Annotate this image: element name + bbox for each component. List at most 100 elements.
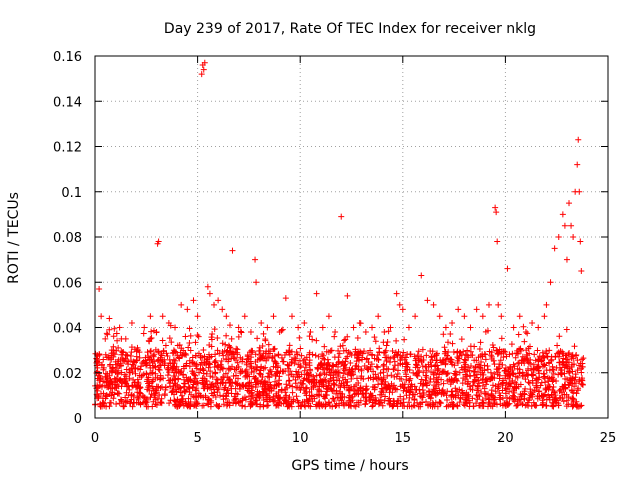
data-point bbox=[502, 385, 509, 392]
data-point bbox=[511, 363, 518, 370]
data-point bbox=[122, 394, 129, 401]
data-point bbox=[178, 345, 185, 352]
data-point bbox=[153, 329, 160, 336]
data-point bbox=[448, 393, 455, 400]
data-point bbox=[268, 371, 275, 378]
data-point bbox=[212, 369, 219, 376]
data-point bbox=[444, 388, 451, 395]
data-point bbox=[200, 66, 207, 73]
data-point bbox=[149, 403, 156, 410]
data-point bbox=[332, 329, 339, 336]
data-point bbox=[459, 390, 466, 397]
data-point bbox=[534, 356, 541, 363]
data-point bbox=[119, 349, 126, 356]
data-point bbox=[296, 373, 303, 380]
data-point bbox=[241, 313, 248, 320]
data-point bbox=[480, 400, 487, 407]
data-point bbox=[192, 339, 199, 346]
y-tick-label: 0.06 bbox=[53, 276, 82, 291]
data-point bbox=[367, 374, 374, 381]
data-point bbox=[458, 364, 465, 371]
data-point bbox=[150, 352, 157, 359]
data-point bbox=[279, 326, 286, 333]
data-point bbox=[346, 366, 353, 373]
data-point bbox=[315, 353, 322, 360]
data-point bbox=[475, 392, 482, 399]
data-point bbox=[368, 361, 375, 368]
data-point bbox=[295, 361, 302, 368]
data-point bbox=[560, 398, 567, 405]
data-point bbox=[427, 378, 434, 385]
data-point bbox=[323, 362, 330, 369]
data-point bbox=[523, 401, 530, 408]
data-point bbox=[487, 369, 494, 376]
data-point bbox=[333, 390, 340, 397]
data-point bbox=[293, 368, 300, 375]
data-point bbox=[569, 368, 576, 375]
data-point bbox=[401, 381, 408, 388]
data-point bbox=[222, 370, 229, 377]
data-point bbox=[379, 378, 386, 385]
data-point bbox=[385, 366, 392, 373]
data-point bbox=[256, 344, 263, 351]
data-point bbox=[170, 373, 177, 380]
data-point bbox=[98, 313, 105, 320]
data-point bbox=[399, 352, 406, 359]
data-point bbox=[563, 356, 570, 363]
data-point bbox=[215, 403, 222, 410]
data-point bbox=[401, 356, 408, 363]
data-point bbox=[444, 352, 451, 359]
data-point bbox=[135, 395, 142, 402]
data-point bbox=[562, 352, 569, 359]
data-point bbox=[344, 371, 351, 378]
data-point bbox=[342, 355, 349, 362]
data-point bbox=[570, 399, 577, 406]
data-point bbox=[441, 344, 448, 351]
data-point bbox=[549, 374, 556, 381]
data-point bbox=[520, 323, 527, 330]
data-point bbox=[326, 363, 333, 370]
data-point bbox=[470, 378, 477, 385]
data-point bbox=[563, 256, 570, 263]
data-point bbox=[228, 335, 235, 342]
data-point bbox=[492, 204, 499, 211]
data-point bbox=[317, 371, 324, 378]
data-point bbox=[387, 355, 394, 362]
data-point bbox=[296, 334, 303, 341]
data-point bbox=[170, 347, 177, 354]
data-point bbox=[245, 385, 252, 392]
data-point bbox=[423, 398, 430, 405]
data-point bbox=[556, 387, 563, 394]
data-point bbox=[196, 369, 203, 376]
data-point bbox=[148, 391, 155, 398]
data-point bbox=[416, 367, 423, 374]
data-point bbox=[316, 372, 323, 379]
data-point bbox=[360, 348, 367, 355]
data-point bbox=[491, 370, 498, 377]
data-point bbox=[391, 382, 398, 389]
data-point bbox=[454, 402, 461, 409]
data-point bbox=[255, 392, 262, 399]
data-point bbox=[565, 381, 572, 388]
data-point bbox=[204, 283, 211, 290]
data-point bbox=[534, 376, 541, 383]
data-point bbox=[303, 354, 310, 361]
data-point bbox=[278, 400, 285, 407]
data-point bbox=[419, 363, 426, 370]
data-point bbox=[130, 399, 137, 406]
data-point bbox=[362, 400, 369, 407]
data-point bbox=[322, 403, 329, 410]
data-point bbox=[267, 348, 274, 355]
data-point bbox=[223, 356, 230, 363]
data-point bbox=[531, 351, 538, 358]
data-point bbox=[516, 359, 523, 366]
data-point bbox=[159, 337, 166, 344]
data-point bbox=[182, 380, 189, 387]
data-point bbox=[546, 347, 553, 354]
data-point bbox=[106, 403, 113, 410]
data-point bbox=[342, 336, 349, 343]
data-point bbox=[456, 349, 463, 356]
data-point bbox=[138, 373, 145, 380]
data-point bbox=[372, 371, 379, 378]
